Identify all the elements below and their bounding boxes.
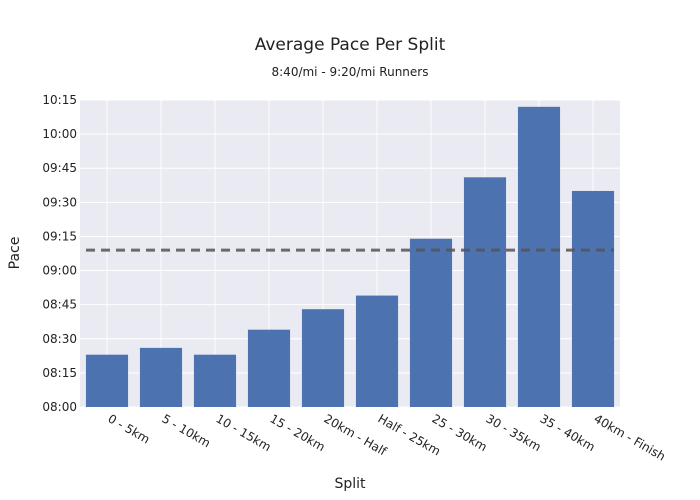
x-tick-label: 5 - 10km	[160, 411, 213, 450]
y-tick-label: 10:00	[42, 127, 77, 141]
x-tick-label: 30 - 35km	[484, 411, 544, 454]
x-tick-label: 10 - 15km	[214, 411, 274, 454]
x-axis-title: Split	[334, 476, 366, 492]
y-tick-label: 09:00	[42, 264, 77, 278]
y-tick-label: 08:45	[42, 298, 77, 312]
bar	[193, 354, 237, 407]
bar	[139, 347, 183, 407]
y-tick-labels: 08:00 08:15 08:30 08:45 09:00 09:15 09:30 09:45…	[42, 93, 77, 414]
bar	[247, 329, 291, 407]
y-tick-label: 09:30	[42, 195, 77, 209]
y-tick-label: 09:45	[42, 161, 77, 175]
y-tick-label: 09:15	[42, 229, 77, 243]
y-tick-label: 08:15	[42, 366, 77, 380]
bar	[409, 238, 453, 407]
bar	[571, 190, 615, 407]
x-tick-label: 35 - 40km	[538, 411, 598, 454]
y-tick-label: 10:15	[42, 93, 77, 107]
bar	[301, 309, 345, 407]
bar	[85, 354, 129, 407]
x-tick-label: 40km - Finish	[592, 411, 668, 463]
y-tick-label: 08:30	[42, 332, 77, 346]
bars	[85, 106, 615, 408]
bar	[355, 295, 399, 407]
y-tick-label: 08:00	[42, 400, 77, 414]
y-axis-title: Pace	[7, 237, 23, 270]
chart-subtitle: 8:40/mi - 9:20/mi Runners	[272, 65, 429, 79]
x-tick-label: 0 - 5km	[106, 411, 153, 446]
x-tick-label: 15 - 20km	[268, 411, 328, 454]
bar	[463, 177, 507, 407]
chart-title: Average Pace Per Split	[255, 35, 446, 55]
bar	[517, 106, 561, 408]
